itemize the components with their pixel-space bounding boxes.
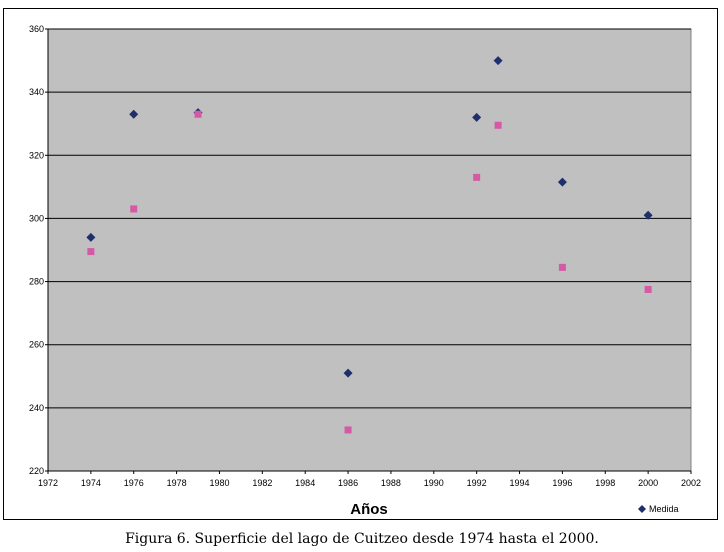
diamond-point (493, 56, 503, 66)
diamond-point (472, 112, 482, 122)
y-tick-label: 360 (29, 24, 44, 34)
y-tick-label: 260 (29, 340, 44, 350)
legend: Medida (638, 504, 679, 514)
x-tick-label: 1988 (381, 478, 401, 488)
x-tick-label: 1998 (595, 478, 615, 488)
square-point (473, 173, 481, 181)
square-point (644, 285, 652, 293)
y-tick-label: 240 (29, 403, 44, 413)
x-tick-label: 1974 (81, 478, 101, 488)
figure-frame: 220 240 260 280 300 320 340 360 1972 1974 1976 197… (3, 8, 718, 520)
x-tick-label: 1984 (295, 478, 315, 488)
x-tick-label: 2002 (681, 478, 701, 488)
diamond-point (343, 368, 353, 378)
legend-label: Medida (649, 504, 679, 514)
x-tick-label: 1972 (38, 478, 58, 488)
x-tick-label: 1994 (510, 478, 530, 488)
square-point (194, 110, 202, 118)
x-tick-label: 1978 (167, 478, 187, 488)
x-tick-label: 1980 (209, 478, 229, 488)
gridlines (48, 28, 691, 409)
plot-area (47, 28, 692, 472)
y-axis-ticks: 220 240 260 280 300 320 340 360 (29, 24, 48, 476)
square-point (344, 426, 352, 434)
x-tick-label: 1992 (467, 478, 487, 488)
square-point (558, 263, 566, 271)
legend-diamond-marker (638, 505, 646, 513)
square-point (87, 248, 95, 256)
figure-caption: Figura 6. Superficie del lago de Cuitzeo… (125, 531, 599, 547)
y-tick-label: 320 (29, 150, 44, 160)
diamond-point (129, 109, 139, 119)
x-tick-label: 1990 (424, 478, 444, 488)
y-tick-label: 220 (29, 466, 44, 476)
x-tick-label: 1996 (552, 478, 572, 488)
y-tick-label: 300 (29, 213, 44, 223)
diamond-point (86, 232, 96, 242)
x-tick-label: 2000 (638, 478, 658, 488)
x-tick-label: 1986 (338, 478, 358, 488)
x-axis-ticks: 1972 1974 1976 1978 1980 1982 1984 1986 1988 1990… (38, 471, 701, 488)
square-point (494, 121, 502, 129)
y-tick-label: 340 (29, 87, 44, 97)
diamond-point (557, 177, 567, 187)
y-tick-label: 280 (29, 277, 44, 287)
data-points (86, 56, 653, 434)
x-tick-label: 1982 (252, 478, 272, 488)
x-tick-label: 1976 (124, 478, 144, 488)
square-point (130, 205, 138, 213)
diamond-point (643, 210, 653, 220)
x-axis-label: Años (350, 501, 388, 518)
